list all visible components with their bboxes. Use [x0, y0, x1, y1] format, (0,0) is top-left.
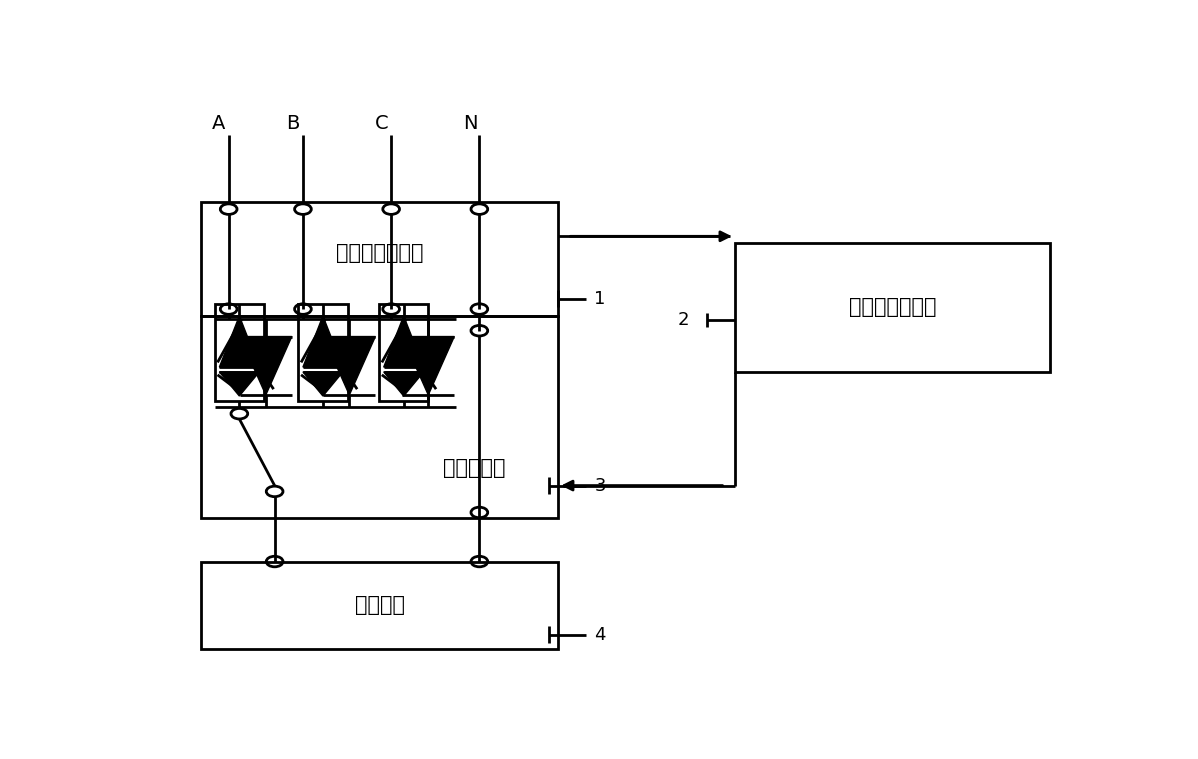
Polygon shape	[383, 372, 424, 396]
Text: 3: 3	[594, 477, 606, 495]
Polygon shape	[383, 316, 424, 367]
Polygon shape	[219, 372, 259, 396]
Bar	[201, 316, 558, 518]
Text: 1: 1	[594, 289, 606, 307]
Bar	[379, 304, 429, 401]
Text: 电压电流采集部: 电压电流采集部	[335, 244, 423, 263]
Text: A: A	[212, 114, 225, 133]
Polygon shape	[403, 336, 454, 395]
Text: 4: 4	[594, 625, 606, 644]
Bar	[734, 243, 1051, 372]
Bar	[214, 304, 264, 401]
Text: C: C	[375, 114, 388, 133]
Bar	[201, 202, 558, 316]
Text: 电压电流比较部: 电压电流比较部	[848, 298, 937, 317]
Bar	[201, 562, 558, 649]
Text: 控制投切部: 控制投切部	[443, 458, 506, 478]
Text: 三相负荷: 三相负荷	[355, 595, 405, 616]
Polygon shape	[219, 316, 259, 367]
Polygon shape	[303, 316, 343, 367]
Polygon shape	[303, 372, 343, 396]
Polygon shape	[323, 336, 375, 395]
Bar	[298, 304, 347, 401]
Polygon shape	[240, 336, 292, 395]
Text: B: B	[286, 114, 300, 133]
Text: 2: 2	[678, 311, 689, 329]
Text: N: N	[462, 114, 477, 133]
